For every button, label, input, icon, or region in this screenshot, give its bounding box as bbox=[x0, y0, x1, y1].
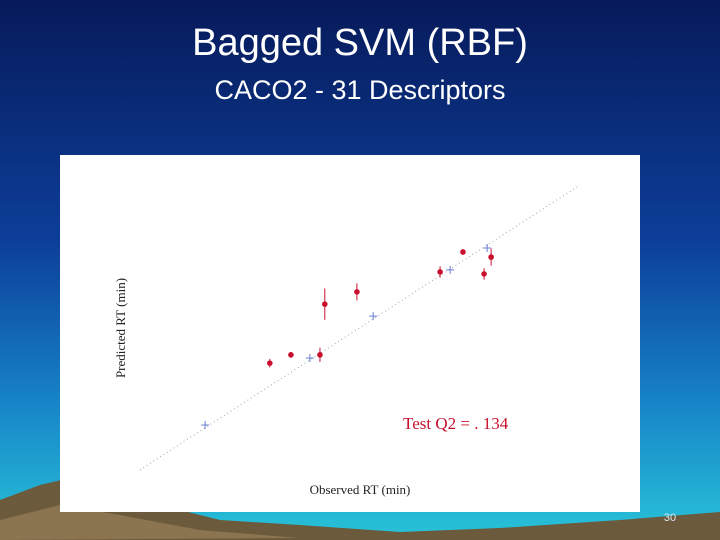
mountains bbox=[0, 478, 720, 540]
point bbox=[288, 352, 294, 358]
reference-line bbox=[139, 184, 581, 471]
point bbox=[481, 271, 487, 277]
point bbox=[369, 312, 378, 321]
point bbox=[460, 249, 466, 255]
point bbox=[354, 289, 360, 295]
y-axis-label: Predicted RT (min) bbox=[113, 278, 128, 378]
page-number: 30 bbox=[664, 512, 676, 524]
plot-panel bbox=[60, 155, 640, 512]
point bbox=[437, 269, 443, 275]
point bbox=[317, 352, 323, 358]
annotation: Test Q2 = . 134 bbox=[403, 414, 509, 433]
plot bbox=[139, 184, 581, 471]
mountains-front bbox=[0, 505, 300, 540]
point bbox=[305, 353, 314, 362]
slide-title: Bagged SVM (RBF) bbox=[192, 22, 528, 64]
point bbox=[488, 254, 494, 260]
point bbox=[267, 360, 273, 366]
point bbox=[322, 301, 328, 307]
point bbox=[446, 265, 455, 274]
slide-subtitle: CACO2 - 31 Descriptors bbox=[214, 75, 505, 105]
point bbox=[483, 243, 492, 252]
x-axis-label: Observed RT (min) bbox=[310, 482, 411, 497]
point bbox=[201, 420, 210, 429]
